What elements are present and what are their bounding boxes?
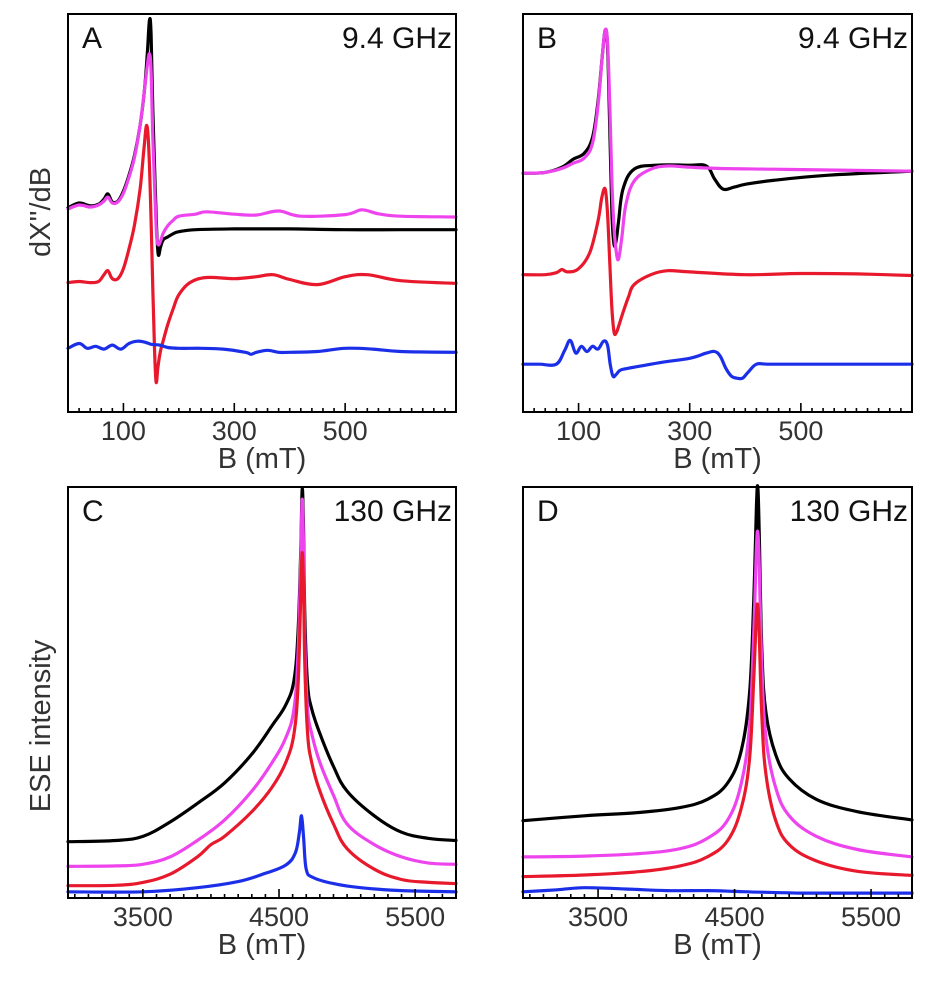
x-tick-label: 4500 (249, 902, 309, 932)
series-line-red (66, 551, 458, 888)
y-axis-title-top: dX''/dB (25, 167, 57, 257)
panel-a: 100 300 500 B (mT) A 9.4 GHz (66, 13, 458, 475)
series-line-magenta (521, 27, 914, 262)
x-tick-label: 4500 (705, 902, 765, 932)
x-tick-label: 500 (323, 416, 368, 446)
plot-frame (67, 13, 457, 413)
plot-frame (522, 486, 913, 899)
series-line-red (66, 123, 458, 385)
series-line-blue (521, 886, 914, 895)
series-line-blue (521, 338, 914, 381)
x-tick-label: 5500 (385, 902, 445, 932)
frequency-label: 9.4 GHz (798, 22, 908, 55)
x-axis-title: B (mT) (673, 929, 762, 961)
panel-d: 3500 4500 5500 B (mT) D 130 GHz (521, 484, 914, 961)
series-line-black (521, 27, 914, 249)
frequency-label: 130 GHz (334, 495, 452, 528)
x-tick-label: 3500 (568, 902, 628, 932)
series-line-magenta (66, 497, 458, 868)
series-line-black (66, 16, 458, 258)
x-axis-title: B (mT) (218, 443, 307, 475)
x-axis-title: B (mT) (218, 929, 307, 961)
panel-label: B (537, 22, 557, 55)
series-line-red (521, 602, 914, 879)
plot-frame (67, 486, 457, 899)
series-line-magenta (521, 529, 914, 859)
series-line-blue (66, 339, 458, 356)
plot-frame (522, 13, 913, 413)
x-tick-label: 3500 (113, 902, 173, 932)
panel-label: C (82, 495, 104, 528)
series-line-black (66, 487, 458, 844)
panel-c: 3500 4500 5500 B (mT) C 130 GHz (66, 486, 458, 961)
panel-label: D (537, 495, 559, 528)
x-axis-title: B (mT) (673, 443, 762, 475)
x-tick-label: 100 (101, 416, 146, 446)
x-tick-label: 300 (667, 416, 712, 446)
frequency-label: 130 GHz (790, 495, 908, 528)
panel-b: 100 300 500 B (mT) B 9.4 GHz (521, 13, 914, 475)
x-tick-label: 100 (556, 416, 601, 446)
panel-label: A (82, 22, 102, 55)
x-tick-label: 5500 (841, 902, 901, 932)
series-line-black (521, 484, 914, 823)
series-line-blue (66, 814, 458, 894)
series-line-magenta (66, 52, 458, 247)
x-tick-label: 500 (778, 416, 823, 446)
y-axis-title-bottom: ESE intensity (25, 639, 57, 812)
frequency-label: 9.4 GHz (342, 22, 452, 55)
series-line-red (521, 186, 914, 337)
x-tick-label: 300 (212, 416, 257, 446)
